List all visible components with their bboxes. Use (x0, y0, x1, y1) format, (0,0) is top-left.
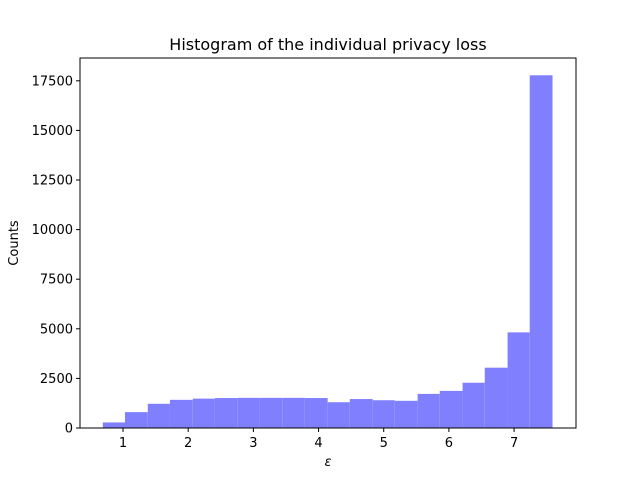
chart-title: Histogram of the individual privacy loss (169, 35, 486, 54)
y-axis-label: Counts (7, 220, 22, 266)
y-tick-label: 5000 (40, 322, 73, 337)
histogram-bar-19 (507, 332, 530, 428)
histogram-bar-11 (327, 402, 350, 428)
histogram-bar-14 (394, 400, 418, 428)
histogram-bar-16 (439, 390, 463, 428)
x-tick-label: 6 (445, 436, 453, 451)
y-tick-label: 0 (65, 422, 73, 437)
y-tick-label: 17500 (32, 74, 73, 89)
x-tick-label: 4 (314, 436, 322, 451)
histogram-bar-2 (124, 412, 148, 428)
y-tick-label: 15000 (32, 124, 73, 139)
x-tick-label: 7 (510, 436, 518, 451)
x-tick-label: 1 (119, 436, 127, 451)
histogram-bar-6 (214, 398, 238, 428)
histogram-bar-1 (102, 422, 125, 428)
histogram-bar-20 (529, 75, 553, 428)
x-tick-label: 5 (380, 436, 388, 451)
y-tick-label: 12500 (32, 174, 73, 189)
histogram-bar-3 (147, 403, 170, 428)
y-tick-label: 2500 (40, 372, 73, 387)
x-tick-label: 3 (249, 436, 257, 451)
histogram-bar-5 (192, 398, 215, 428)
histogram-bar-4 (169, 399, 193, 428)
x-tick-label: 2 (184, 436, 192, 451)
y-tick-label: 10000 (32, 223, 73, 238)
histogram-bar-12 (349, 399, 373, 428)
histogram-bar-7 (237, 397, 260, 428)
histogram-bar-18 (484, 367, 508, 428)
histogram-bar-9 (282, 397, 305, 428)
histogram-bar-15 (417, 393, 440, 428)
histogram-bar-10 (304, 398, 328, 428)
plot-frame (79, 57, 577, 429)
y-axis-ticks: 0 2500 5000 7500 10000 12500 15000 17500 (32, 74, 80, 437)
y-tick-label: 7500 (40, 273, 73, 288)
histogram-bar-8 (259, 397, 283, 428)
histogram-bars (102, 75, 553, 428)
x-axis-ticks: 1 2 3 4 5 6 7 (119, 428, 518, 451)
x-axis-label: ε (324, 455, 331, 470)
histogram-bar-17 (462, 382, 485, 428)
histogram-bar-13 (372, 400, 395, 428)
